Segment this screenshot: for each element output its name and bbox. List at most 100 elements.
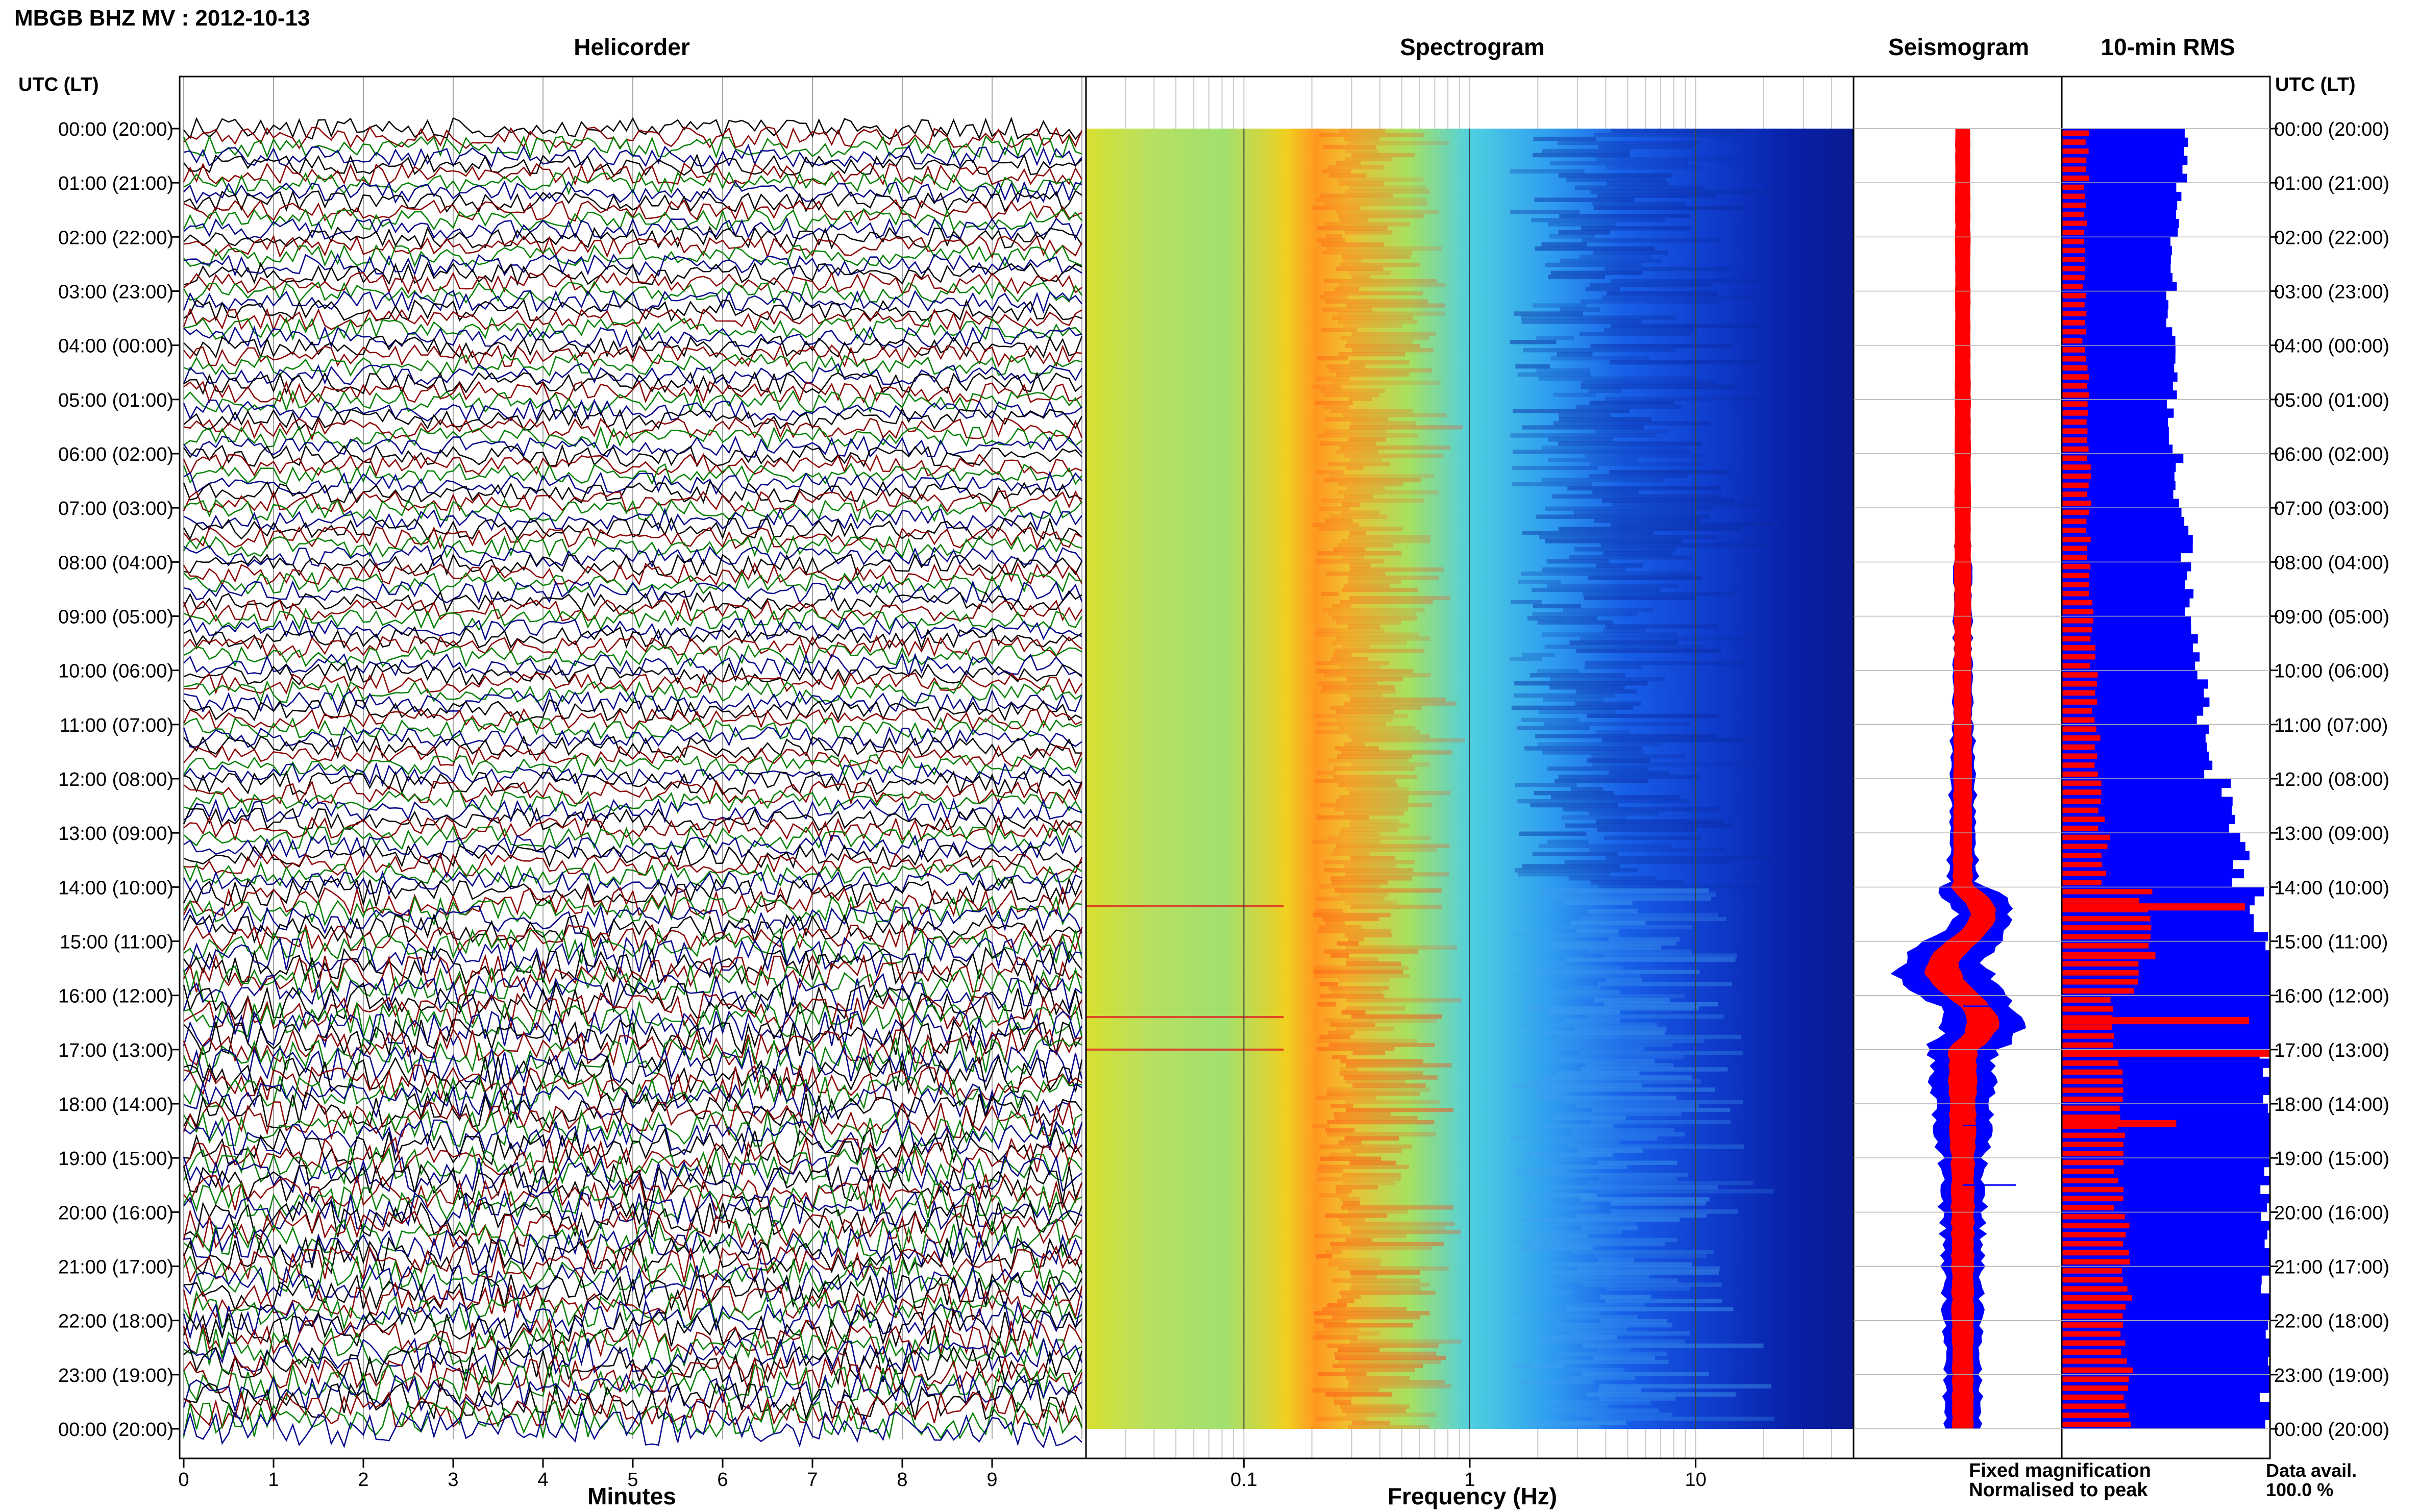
- rms-fixed-bar: [2062, 1040, 2270, 1050]
- spectrogram-texture: [1579, 254, 1652, 259]
- spectrogram-texture: [1320, 1156, 1381, 1161]
- spectrogram-texture: [1557, 352, 1593, 357]
- rms-fixed-bar: [2062, 598, 2190, 608]
- helicorder-trace: [183, 798, 1082, 824]
- spectrogram-texture: [1319, 925, 1362, 930]
- rms-fixed-bar: [2062, 218, 2179, 229]
- rms-fixed-bar: [2062, 679, 2208, 689]
- spectrogram-texture: [1514, 681, 1648, 686]
- spectrogram-texture: [1319, 1193, 1349, 1198]
- spectrogram-texture: [1324, 478, 1421, 483]
- rms-fixed-bar: [2062, 273, 2173, 283]
- spectrogram-texture: [1317, 226, 1388, 231]
- spectrogram-texture: [1596, 157, 1734, 162]
- spectrogram-texture: [1352, 348, 1434, 353]
- rms-normalised-bar: [2062, 979, 2138, 985]
- rms-fixed-bar: [2062, 841, 2245, 852]
- spectrogram-texture: [1349, 1160, 1396, 1165]
- helicorder-trace: [183, 635, 1082, 659]
- spectrogram-texture: [1332, 1278, 1420, 1283]
- helicorder-trace: [183, 126, 1083, 150]
- spectrogram-texture: [1531, 990, 1621, 995]
- spectrogram-texture: [1329, 1152, 1356, 1157]
- spectrogram-texture: [1533, 153, 1630, 158]
- spectrogram-texture: [1548, 275, 1606, 280]
- spectrogram-texture: [1513, 450, 1691, 454]
- helicorder-trace: [183, 380, 1082, 404]
- spectrogram-texture: [1606, 856, 1774, 860]
- spectrogram-texture: [1522, 1217, 1680, 1222]
- spectrogram-texture: [1565, 965, 1623, 970]
- spectrogram-texture: [1592, 490, 1639, 495]
- spectrogram-texture: [1342, 1173, 1401, 1177]
- spectrogram-texture: [1344, 344, 1420, 349]
- spectrogram-texture: [1581, 1372, 1710, 1376]
- spectrogram-texture: [1610, 1201, 1706, 1206]
- spectrogram-texture: [1534, 1055, 1685, 1059]
- spectrogram-texture: [1611, 324, 1764, 328]
- rms-fixed-bar: [2062, 760, 2213, 770]
- utc-axis-label-right: UTC (LT): [2275, 74, 2356, 95]
- spectrogram-texture: [1598, 1160, 1677, 1165]
- spectrogram-texture: [1591, 754, 1685, 759]
- frequency-axis-label: Frequency (Hz): [1388, 1483, 1557, 1509]
- spectrogram-texture: [1586, 1181, 1754, 1185]
- time-tick-label-right: 01:00 (21:00): [2274, 173, 2389, 194]
- spectrogram-texture: [1350, 1270, 1420, 1275]
- spectrogram-texture: [1532, 970, 1700, 974]
- spectrogram-texture: [1598, 1189, 1774, 1194]
- spectrogram-texture: [1328, 1030, 1354, 1035]
- helicorder-trace: [183, 526, 1082, 550]
- rms-spike-bar: [2062, 903, 2245, 911]
- helicorder-trace: [183, 1245, 1083, 1285]
- spectrogram-texture: [1515, 782, 1577, 787]
- time-tick-label-left: 09:00 (05:00): [58, 607, 174, 628]
- spectrogram-texture: [1548, 457, 1638, 462]
- helicorder-trace: [183, 1089, 1083, 1130]
- spectrogram-texture: [1312, 1388, 1379, 1393]
- time-tick-label-left: 06:00 (02:00): [58, 444, 174, 465]
- spectrogram-texture: [1325, 299, 1428, 304]
- rms-fixed-bar: [2062, 381, 2173, 391]
- spectrogram-texture: [1561, 1404, 1608, 1409]
- spectrogram-texture: [1537, 742, 1662, 747]
- spectrogram-texture: [1593, 250, 1668, 255]
- rms-normalised-bar: [2062, 1087, 2124, 1093]
- spectrogram-texture: [1318, 929, 1391, 934]
- rms-normalised-bar: [2062, 780, 2102, 786]
- spectrogram-texture: [1532, 612, 1637, 616]
- spectrogram-texture: [1341, 510, 1379, 515]
- rms-normalised-bar: [2062, 663, 2090, 669]
- spectrogram-texture: [1514, 868, 1638, 873]
- minutes-tick-label: 6: [717, 1469, 728, 1491]
- spectrogram-texture: [1597, 827, 1697, 832]
- spectrogram-texture: [1325, 1250, 1342, 1255]
- spectrogram-texture: [1342, 587, 1418, 592]
- helicorder-trace: [183, 470, 1082, 495]
- spectrogram-texture: [1318, 681, 1378, 686]
- spectrogram-texture: [1511, 705, 1633, 710]
- spectrogram-texture: [1538, 892, 1716, 897]
- spectrogram-texture: [1350, 457, 1382, 462]
- helicorder-trace: [183, 462, 1082, 485]
- spectrogram-texture: [1585, 661, 1746, 665]
- spectrogram-texture: [1575, 405, 1682, 409]
- spectrogram-texture: [1597, 1347, 1631, 1352]
- spectrogram-texture: [1586, 1014, 1724, 1019]
- spectrogram-texture: [1318, 506, 1350, 511]
- rms-normalised-bar: [2062, 1223, 2130, 1229]
- rms-normalised-bar: [2062, 257, 2085, 262]
- rms-normalised-bar: [2062, 699, 2097, 705]
- rms-normalised-bar: [2062, 618, 2093, 624]
- rms-normalised-bar: [2062, 1169, 2114, 1175]
- spectrogram-texture: [1529, 673, 1625, 678]
- helicorder-trace: [183, 653, 1082, 678]
- rms-fixed-bar: [2062, 742, 2207, 752]
- spectrogram-texture: [1515, 1169, 1568, 1173]
- rms-normalised-bar: [2062, 573, 2089, 579]
- rms-normalised-bar: [2062, 925, 2152, 931]
- spectrogram-texture: [1588, 388, 1622, 393]
- spectrogram-texture: [1587, 758, 1650, 763]
- spectrogram-texture: [1559, 1303, 1645, 1307]
- minutes-tick-label: 1: [268, 1469, 279, 1491]
